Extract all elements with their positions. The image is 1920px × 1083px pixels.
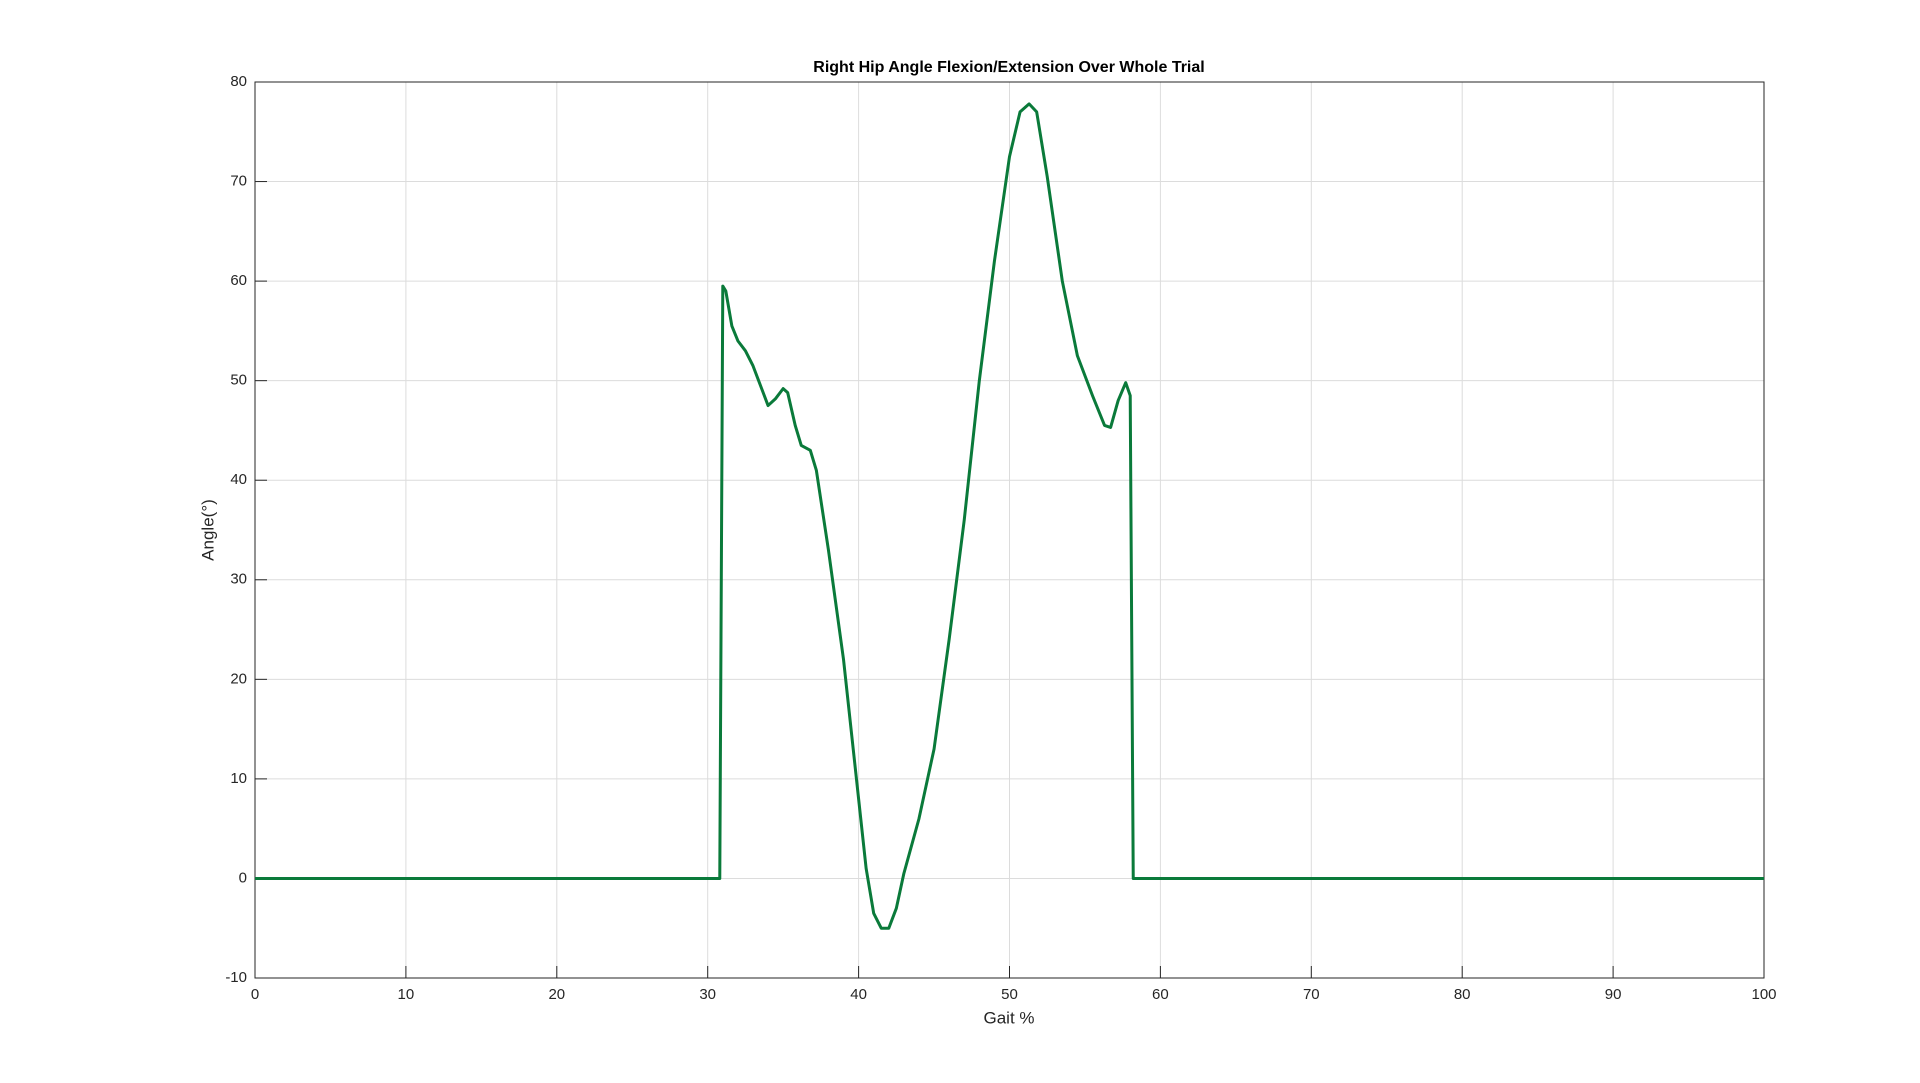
x-tick-label: 20 xyxy=(548,986,565,1003)
x-tick-label: 30 xyxy=(699,986,716,1003)
y-tick-label: 80 xyxy=(230,73,247,90)
x-tick-label: 80 xyxy=(1454,986,1471,1003)
x-tick-label: 70 xyxy=(1303,986,1320,1003)
y-axis-label: Angle(°) xyxy=(198,499,217,561)
y-tick-label: 0 xyxy=(239,869,247,886)
x-tick-label: 60 xyxy=(1152,986,1169,1003)
x-axis-label: Gait % xyxy=(983,1008,1034,1027)
x-tick-label: 90 xyxy=(1605,986,1622,1003)
y-tick-label: 10 xyxy=(230,770,247,787)
y-tick-label: 30 xyxy=(230,571,247,588)
chart-title: Right Hip Angle Flexion/Extension Over W… xyxy=(813,59,1204,76)
y-tick-label: 50 xyxy=(230,372,247,389)
data-line xyxy=(255,102,1764,930)
x-tick-label: 40 xyxy=(850,986,867,1003)
y-tick-label: -10 xyxy=(225,969,247,986)
x-tick-label: 100 xyxy=(1751,986,1776,1003)
x-tick-label: 50 xyxy=(1001,986,1018,1003)
y-tick-label: 60 xyxy=(230,272,247,289)
y-tick-label: 70 xyxy=(230,173,247,190)
y-tick-label: 20 xyxy=(230,670,247,687)
y-tick-label: 40 xyxy=(230,471,247,488)
plot-frame xyxy=(254,81,1765,979)
x-tick-label: 0 xyxy=(251,986,259,1003)
x-tick-label: 10 xyxy=(398,986,415,1003)
